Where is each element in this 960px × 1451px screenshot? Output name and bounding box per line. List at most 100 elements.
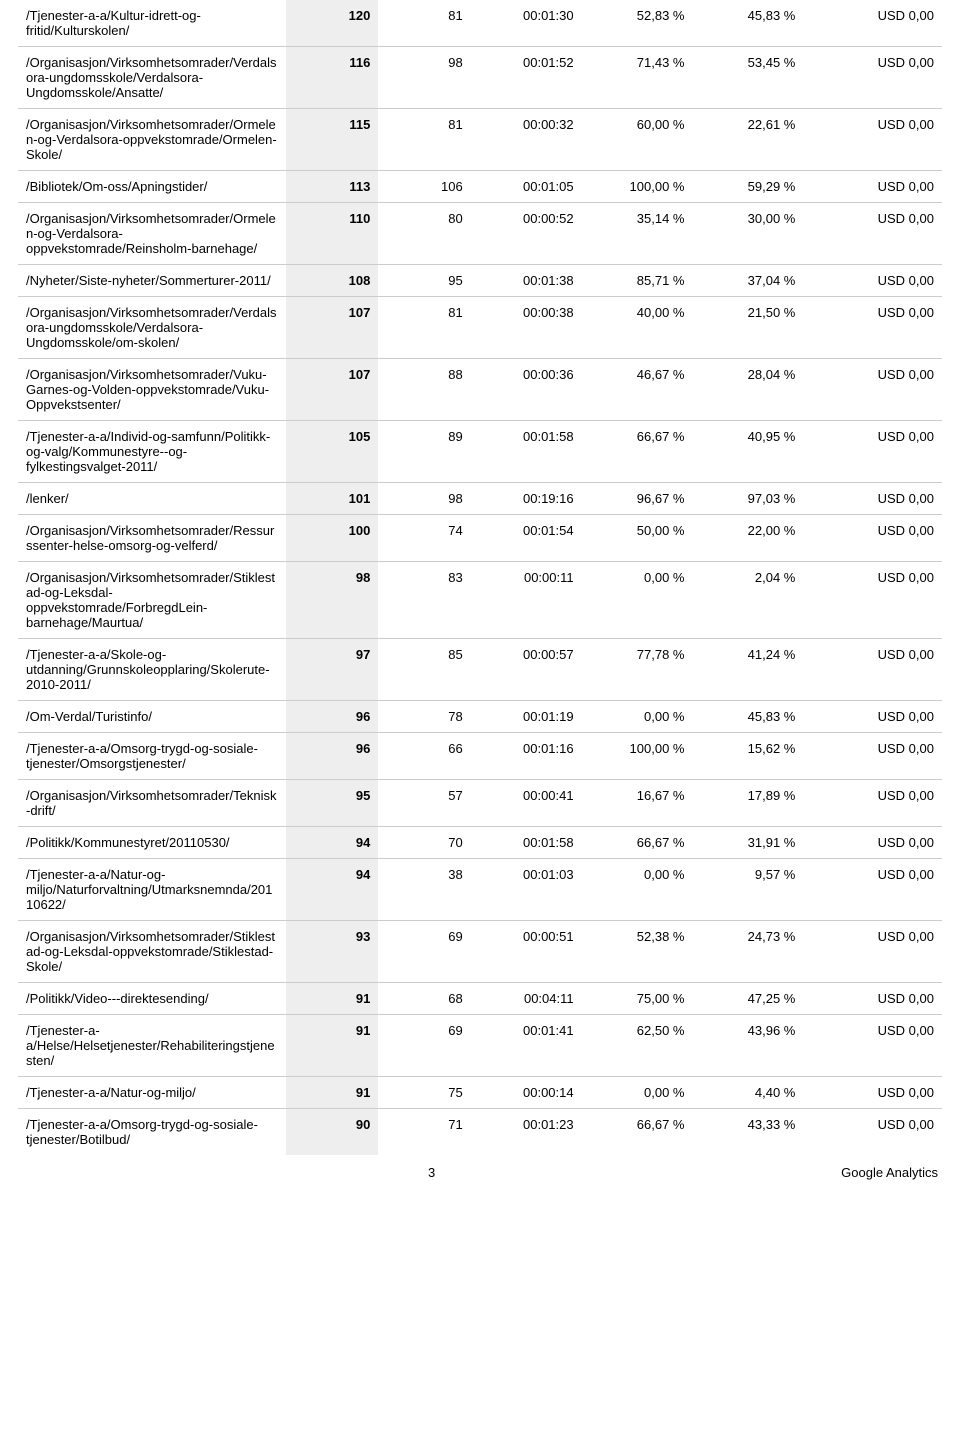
cell-c2: 68 <box>378 983 470 1015</box>
cell-c3: 00:01:38 <box>471 265 582 297</box>
cell-c6: USD 0,00 <box>803 297 942 359</box>
cell-c2: 83 <box>378 562 470 639</box>
cell-c3: 00:04:11 <box>471 983 582 1015</box>
cell-c3: 00:00:36 <box>471 359 582 421</box>
cell-path: /Nyheter/Siste-nyheter/Sommerturer-2011/ <box>18 265 286 297</box>
cell-c1: 101 <box>286 483 378 515</box>
analytics-table: /Tjenester-a-a/Kultur-idrett-og-fritid/K… <box>18 0 942 1155</box>
table-row: /lenker/1019800:19:1696,67 %97,03 %USD 0… <box>18 483 942 515</box>
cell-c1: 100 <box>286 515 378 562</box>
table-row: /Tjenester-a-a/Natur-og-miljo/Naturforva… <box>18 859 942 921</box>
page-container: /Tjenester-a-a/Kultur-idrett-og-fritid/K… <box>0 0 960 1210</box>
cell-c5: 24,73 % <box>692 921 803 983</box>
cell-c6: USD 0,00 <box>803 780 942 827</box>
cell-c3: 00:01:58 <box>471 827 582 859</box>
cell-c5: 47,25 % <box>692 983 803 1015</box>
cell-path: /Tjenester-a-a/Omsorg-trygd-og-sosiale-t… <box>18 733 286 780</box>
cell-c5: 31,91 % <box>692 827 803 859</box>
cell-c5: 43,96 % <box>692 1015 803 1077</box>
cell-c5: 30,00 % <box>692 203 803 265</box>
cell-c6: USD 0,00 <box>803 859 942 921</box>
table-row: /Tjenester-a-a/Helse/Helsetjenester/Reha… <box>18 1015 942 1077</box>
cell-c4: 46,67 % <box>582 359 693 421</box>
table-row: /Organisasjon/Virksomhetsomrader/Ormelen… <box>18 109 942 171</box>
cell-c1: 91 <box>286 1077 378 1109</box>
cell-c3: 00:01:23 <box>471 1109 582 1156</box>
cell-c4: 60,00 % <box>582 109 693 171</box>
cell-c3: 00:01:16 <box>471 733 582 780</box>
cell-c1: 91 <box>286 983 378 1015</box>
table-row: /Tjenester-a-a/Kultur-idrett-og-fritid/K… <box>18 0 942 47</box>
cell-c3: 00:00:52 <box>471 203 582 265</box>
cell-c3: 00:01:03 <box>471 859 582 921</box>
cell-c6: USD 0,00 <box>803 827 942 859</box>
cell-c1: 110 <box>286 203 378 265</box>
table-row: /Organisasjon/Virksomhetsomrader/Vuku-Ga… <box>18 359 942 421</box>
cell-c5: 59,29 % <box>692 171 803 203</box>
cell-c1: 97 <box>286 639 378 701</box>
cell-c1: 95 <box>286 780 378 827</box>
cell-c2: 70 <box>378 827 470 859</box>
cell-c1: 96 <box>286 701 378 733</box>
cell-c3: 00:00:32 <box>471 109 582 171</box>
table-row: /Tjenester-a-a/Omsorg-trygd-og-sosiale-t… <box>18 733 942 780</box>
cell-c6: USD 0,00 <box>803 921 942 983</box>
cell-c2: 78 <box>378 701 470 733</box>
cell-c6: USD 0,00 <box>803 1077 942 1109</box>
cell-c5: 43,33 % <box>692 1109 803 1156</box>
cell-c6: USD 0,00 <box>803 701 942 733</box>
cell-c3: 00:19:16 <box>471 483 582 515</box>
cell-c5: 9,57 % <box>692 859 803 921</box>
cell-c3: 00:01:41 <box>471 1015 582 1077</box>
table-row: /Politikk/Video---direktesending/916800:… <box>18 983 942 1015</box>
cell-c5: 40,95 % <box>692 421 803 483</box>
cell-c5: 15,62 % <box>692 733 803 780</box>
table-row: /Nyheter/Siste-nyheter/Sommerturer-2011/… <box>18 265 942 297</box>
cell-c6: USD 0,00 <box>803 109 942 171</box>
table-row: /Organisasjon/Virksomhetsomrader/Ressurs… <box>18 515 942 562</box>
cell-c2: 66 <box>378 733 470 780</box>
cell-path: /Tjenester-a-a/Omsorg-trygd-og-sosiale-t… <box>18 1109 286 1156</box>
cell-c4: 75,00 % <box>582 983 693 1015</box>
cell-c4: 35,14 % <box>582 203 693 265</box>
cell-c1: 107 <box>286 359 378 421</box>
cell-c4: 77,78 % <box>582 639 693 701</box>
cell-c5: 21,50 % <box>692 297 803 359</box>
cell-c6: USD 0,00 <box>803 1109 942 1156</box>
table-row: /Om-Verdal/Turistinfo/967800:01:190,00 %… <box>18 701 942 733</box>
footer-brand: Google Analytics <box>841 1165 938 1180</box>
cell-c2: 81 <box>378 109 470 171</box>
cell-c4: 66,67 % <box>582 421 693 483</box>
cell-c5: 53,45 % <box>692 47 803 109</box>
table-row: /Organisasjon/Virksomhetsomrader/Verdals… <box>18 297 942 359</box>
cell-c5: 28,04 % <box>692 359 803 421</box>
cell-path: /lenker/ <box>18 483 286 515</box>
cell-c1: 94 <box>286 827 378 859</box>
cell-c4: 100,00 % <box>582 733 693 780</box>
cell-c2: 88 <box>378 359 470 421</box>
cell-c4: 0,00 % <box>582 859 693 921</box>
cell-c2: 81 <box>378 297 470 359</box>
cell-c4: 50,00 % <box>582 515 693 562</box>
cell-c5: 22,61 % <box>692 109 803 171</box>
cell-c3: 00:01:58 <box>471 421 582 483</box>
cell-c1: 98 <box>286 562 378 639</box>
cell-c4: 52,38 % <box>582 921 693 983</box>
cell-path: /Organisasjon/Virksomhetsomrader/Verdals… <box>18 47 286 109</box>
table-row: /Politikk/Kommunestyret/20110530/947000:… <box>18 827 942 859</box>
cell-path: /Organisasjon/Virksomhetsomrader/Ormelen… <box>18 109 286 171</box>
cell-c2: 89 <box>378 421 470 483</box>
cell-path: /Organisasjon/Virksomhetsomrader/Verdals… <box>18 297 286 359</box>
table-row: /Tjenester-a-a/Natur-og-miljo/917500:00:… <box>18 1077 942 1109</box>
cell-c1: 120 <box>286 0 378 47</box>
cell-path: /Organisasjon/Virksomhetsomrader/Teknisk… <box>18 780 286 827</box>
cell-path: /Politikk/Video---direktesending/ <box>18 983 286 1015</box>
cell-path: /Organisasjon/Virksomhetsomrader/Stikles… <box>18 921 286 983</box>
cell-c3: 00:00:38 <box>471 297 582 359</box>
table-row: /Organisasjon/Virksomhetsomrader/Teknisk… <box>18 780 942 827</box>
cell-c2: 38 <box>378 859 470 921</box>
cell-c4: 62,50 % <box>582 1015 693 1077</box>
cell-c5: 22,00 % <box>692 515 803 562</box>
cell-c5: 45,83 % <box>692 701 803 733</box>
cell-c6: USD 0,00 <box>803 983 942 1015</box>
